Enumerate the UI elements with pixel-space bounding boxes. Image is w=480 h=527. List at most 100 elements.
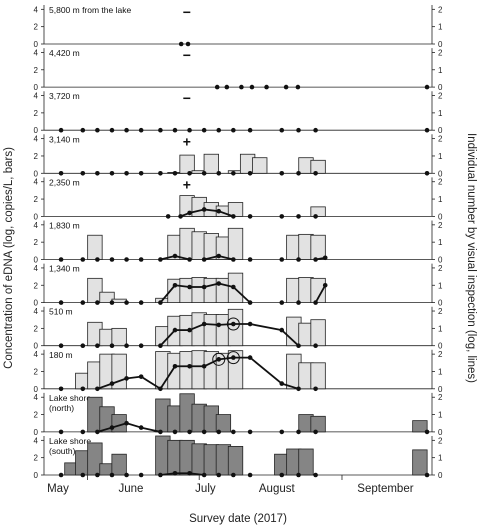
inspection-point xyxy=(95,300,100,305)
inspection-line-segment xyxy=(111,422,127,429)
y-right-tick-label: 0 xyxy=(438,471,443,480)
y-right-tick-label: 0 xyxy=(438,428,443,437)
inspection-line-segment xyxy=(249,323,282,331)
inspection-point xyxy=(187,127,192,133)
y-left-tick-label: 2 xyxy=(34,281,39,290)
inspection-point xyxy=(313,300,318,305)
inspection-point xyxy=(279,327,285,333)
inspection-line-segment xyxy=(159,365,176,390)
inspection-point xyxy=(124,376,129,381)
y-right-tick-label: 2 xyxy=(438,307,443,316)
inspection-line-segment xyxy=(189,472,205,476)
inspection-point xyxy=(158,429,163,435)
inspection-point xyxy=(172,327,178,333)
inspection-point xyxy=(58,429,64,435)
edna-bar xyxy=(412,420,428,433)
inspection-point xyxy=(279,429,285,435)
panel-sign: − xyxy=(183,90,191,106)
inspection-point xyxy=(124,472,129,478)
inspection-line-segment xyxy=(111,377,127,385)
y-right-tick-label: 2 xyxy=(438,178,443,187)
inspection-point xyxy=(224,84,230,90)
highlighted-point-ring xyxy=(226,317,240,331)
inspection-line-segment xyxy=(126,375,142,380)
inspection-line-segment xyxy=(218,210,234,218)
inspection-line-segment xyxy=(281,329,300,347)
inspection-point xyxy=(58,300,64,305)
edna-bar xyxy=(310,206,326,217)
y-right-tick-label: 2 xyxy=(438,92,443,101)
month-label: September xyxy=(357,483,413,495)
y-right-tick-label: 1 xyxy=(438,324,443,333)
inspection-point xyxy=(247,355,253,360)
inspection-line-segment xyxy=(203,358,220,368)
inspection-line-segment xyxy=(218,255,234,261)
inspection-point xyxy=(231,257,236,262)
edna-bar xyxy=(227,350,244,390)
y-left-tick-label: 2 xyxy=(34,195,39,204)
inspection-point xyxy=(231,214,236,219)
inspection-point xyxy=(109,171,115,176)
inspection-point xyxy=(138,374,144,379)
y-left-tick-label: 2 xyxy=(34,411,39,420)
inspection-point xyxy=(201,429,207,435)
inspection-point xyxy=(216,472,222,478)
inspection-point xyxy=(231,127,236,133)
y-left-tick-label: 0 xyxy=(34,342,39,351)
y-left-tick-label: 4 xyxy=(34,5,39,14)
inspection-point xyxy=(424,472,430,478)
inspection-point xyxy=(172,363,178,369)
panel-label: 2,350 m xyxy=(49,177,80,187)
y-left-tick-label: 0 xyxy=(34,126,39,135)
inspection-point xyxy=(58,386,64,392)
inspection-point xyxy=(216,429,222,435)
panel-label: 5,800 m from the lake xyxy=(49,5,131,15)
panel-label: (south) xyxy=(49,446,76,456)
inspection-point xyxy=(231,429,236,435)
panel-label: 510 m xyxy=(49,307,73,317)
inspection-line-segment xyxy=(189,208,205,214)
inspection-point xyxy=(249,84,255,90)
inspection-point xyxy=(247,257,253,262)
inspection-point xyxy=(187,470,192,476)
inspection-point xyxy=(124,300,129,305)
inspection-point xyxy=(178,214,183,219)
inspection-point xyxy=(124,127,129,133)
inspection-point xyxy=(216,171,222,176)
inspection-point xyxy=(313,343,318,349)
inspection-point xyxy=(80,343,86,349)
highlighted-point-ring xyxy=(226,351,240,365)
y-right-tick-label: 1 xyxy=(438,281,443,290)
inspection-point xyxy=(58,472,64,478)
inspection-point xyxy=(283,84,289,90)
inspection-point xyxy=(172,282,178,288)
inspection-point xyxy=(201,363,207,369)
y-right-tick-label: 1 xyxy=(438,195,443,204)
inspection-point xyxy=(214,84,220,90)
y-left-tick-label: 4 xyxy=(34,178,39,187)
inspection-point xyxy=(216,357,222,362)
edna-bar xyxy=(310,234,326,260)
inspection-point xyxy=(313,214,318,219)
y-right-tick-label: 1 xyxy=(438,454,443,463)
month-label: August xyxy=(259,483,296,495)
inspection-point xyxy=(95,386,100,392)
inspection-line-segment xyxy=(159,284,176,304)
panel-label: 1,340 m xyxy=(49,264,80,274)
inspection-point xyxy=(296,472,301,478)
inspection-point xyxy=(247,127,253,133)
y-left-tick-label: 2 xyxy=(34,238,39,247)
edna-bar xyxy=(227,445,244,476)
inspection-point xyxy=(80,300,86,305)
inspection-point xyxy=(187,429,192,435)
inspection-point xyxy=(109,127,115,133)
y-right-tick-label: 1 xyxy=(438,109,443,118)
y-right-axis-title: Individual number by visual inspection (… xyxy=(465,133,477,383)
inspection-point xyxy=(95,472,100,478)
inspection-point xyxy=(172,127,178,133)
inspection-point xyxy=(201,171,207,176)
edna-bar xyxy=(111,327,127,347)
inspection-line-segment xyxy=(249,356,283,385)
edna-bar xyxy=(99,291,115,304)
